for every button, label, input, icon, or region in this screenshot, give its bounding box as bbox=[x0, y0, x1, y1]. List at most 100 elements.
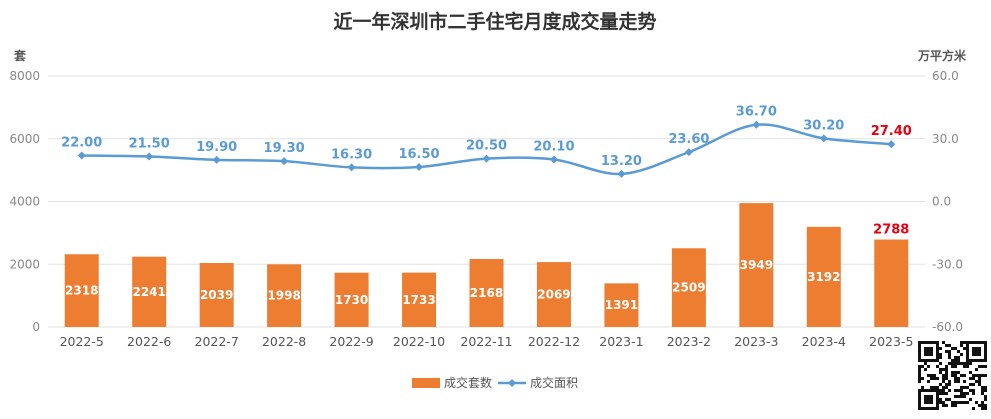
qr-module bbox=[981, 392, 984, 395]
qr-module bbox=[921, 386, 924, 389]
qr-module bbox=[918, 389, 921, 392]
qr-module bbox=[945, 350, 948, 353]
qr-module bbox=[966, 359, 969, 362]
grid-lines bbox=[48, 75, 925, 328]
qr-module bbox=[921, 407, 924, 410]
qr-module bbox=[978, 383, 981, 386]
qr-module bbox=[972, 341, 975, 344]
qr-module bbox=[933, 407, 936, 410]
qr-module bbox=[933, 377, 936, 380]
qr-module bbox=[942, 377, 945, 380]
line-data-label: 20.50 bbox=[466, 139, 507, 154]
line-point bbox=[549, 155, 558, 164]
qr-module bbox=[936, 344, 939, 347]
bar-data-label: 2241 bbox=[132, 285, 165, 299]
qr-module bbox=[984, 356, 987, 359]
qr-module bbox=[936, 353, 939, 356]
bar-data-label: 3949 bbox=[740, 258, 773, 272]
qr-module bbox=[918, 401, 921, 404]
qr-module bbox=[984, 386, 987, 389]
qr-module bbox=[984, 404, 987, 407]
line-data-label: 13.20 bbox=[601, 154, 642, 169]
qr-module bbox=[930, 374, 933, 377]
bar-data-label: 2318 bbox=[65, 284, 98, 298]
qr-module bbox=[957, 395, 960, 398]
qr-module bbox=[969, 371, 972, 374]
qr-module bbox=[936, 359, 939, 362]
qr-module bbox=[951, 362, 954, 365]
qr-module bbox=[966, 347, 969, 350]
qr-module bbox=[918, 377, 921, 380]
qr-module bbox=[984, 374, 987, 377]
qr-module bbox=[924, 350, 927, 353]
qr-module bbox=[966, 365, 969, 368]
qr-module bbox=[924, 353, 927, 356]
qr-module bbox=[921, 377, 924, 380]
qr-module bbox=[927, 365, 930, 368]
left-tick-label: 8000 bbox=[9, 69, 40, 83]
qr-module bbox=[984, 407, 987, 410]
qr-module bbox=[984, 398, 987, 401]
qr-module bbox=[927, 407, 930, 410]
bar-data-label: 1733 bbox=[402, 293, 435, 307]
qr-module bbox=[960, 389, 963, 392]
qr-module bbox=[945, 344, 948, 347]
qr-module bbox=[954, 362, 957, 365]
qr-module bbox=[981, 401, 984, 404]
qr-module bbox=[927, 353, 930, 356]
qr-module bbox=[954, 374, 957, 377]
left-tick-label: 4000 bbox=[9, 195, 40, 209]
qr-module bbox=[954, 377, 957, 380]
qr-module bbox=[975, 359, 978, 362]
qr-module bbox=[960, 392, 963, 395]
qr-module bbox=[948, 353, 951, 356]
qr-module bbox=[984, 350, 987, 353]
qr-module bbox=[960, 386, 963, 389]
qr-module bbox=[960, 353, 963, 356]
qr-module bbox=[984, 389, 987, 392]
qr-module bbox=[966, 350, 969, 353]
qr-module bbox=[960, 374, 963, 377]
qr-module bbox=[978, 380, 981, 383]
qr-module bbox=[939, 371, 942, 374]
qr-module bbox=[939, 368, 942, 371]
qr-module bbox=[918, 398, 921, 401]
x-tick-label: 2022-12 bbox=[528, 334, 580, 349]
qr-module bbox=[948, 389, 951, 392]
qr-module bbox=[960, 344, 963, 347]
bar-data-label: 2509 bbox=[672, 281, 705, 295]
qr-module bbox=[981, 386, 984, 389]
qr-module bbox=[975, 353, 978, 356]
qr-module bbox=[963, 395, 966, 398]
qr-module bbox=[954, 356, 957, 359]
qr-module bbox=[936, 365, 939, 368]
line-series bbox=[77, 120, 896, 178]
bar bbox=[132, 256, 167, 327]
line-point bbox=[684, 148, 693, 157]
qr-module bbox=[978, 377, 981, 380]
qr-module bbox=[939, 353, 942, 356]
bar bbox=[199, 263, 234, 327]
line-point bbox=[415, 162, 424, 171]
qr-module bbox=[927, 401, 930, 404]
line-point bbox=[752, 120, 761, 129]
bar-data-label: 2168 bbox=[470, 286, 503, 300]
line-data-label: 16.30 bbox=[331, 147, 372, 162]
line-point bbox=[280, 157, 289, 166]
qr-module bbox=[954, 380, 957, 383]
qr-module bbox=[921, 365, 924, 368]
qr-module bbox=[930, 350, 933, 353]
qr-module bbox=[930, 398, 933, 401]
bar bbox=[671, 248, 706, 327]
bar-data-label: 3192 bbox=[807, 270, 840, 284]
qr-module bbox=[975, 341, 978, 344]
qr-module bbox=[948, 356, 951, 359]
qr-module bbox=[942, 368, 945, 371]
bar bbox=[604, 283, 639, 327]
qr-module bbox=[927, 398, 930, 401]
qr-module bbox=[966, 353, 969, 356]
qr-module bbox=[936, 356, 939, 359]
qr-module bbox=[954, 389, 957, 392]
qr-module bbox=[930, 395, 933, 398]
qr-module bbox=[981, 374, 984, 377]
